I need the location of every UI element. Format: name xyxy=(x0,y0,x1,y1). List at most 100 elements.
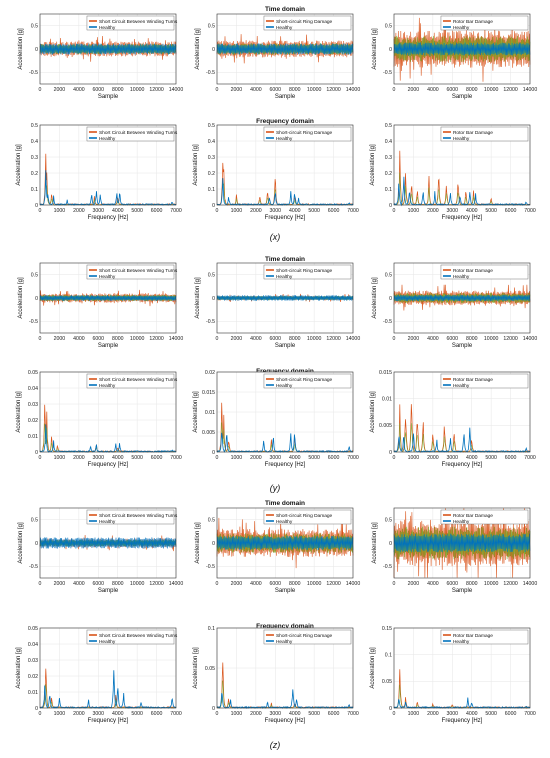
time-panel-1-1-xtick-label: 14000 xyxy=(346,336,361,342)
freq-panel-2-2-frame xyxy=(393,627,531,709)
time-panel-0-0-healthy-series xyxy=(39,43,177,55)
group-1-freq-title: Frequency domain xyxy=(256,368,314,375)
freq-panel-0-0-xlabel: Frequency [Hz] xyxy=(88,215,129,221)
freq-panel-0-1-xtick-label: 5000 xyxy=(308,208,320,214)
time-panel-0-2-xtick-label: 0 xyxy=(393,87,396,93)
freq-panel-1-0-xtick-label: 3000 xyxy=(93,455,105,461)
freq-panel-1-0-xlabel: Frequency [Hz] xyxy=(88,462,129,468)
freq-panel-0-0-legend-entry: Short Circuit Between Winding Turns xyxy=(99,130,178,136)
freq-panel-2-1-ytick-label: 0.05 xyxy=(205,666,215,672)
time-panel-0-0-xtick-label: 6000 xyxy=(93,87,105,93)
time-panel-1-0-xtick-label: 14000 xyxy=(169,336,184,342)
time-panel-0-0-ylabel: Acceleration [g] xyxy=(18,28,24,70)
freq-panel-1-0-xtick-label: 4000 xyxy=(112,455,124,461)
time-panel-0-0-xtick-label: 2000 xyxy=(54,87,66,93)
time-panel-0-0-xtick-label: 8000 xyxy=(112,87,124,93)
time-panel-1-0-legend-entry: Short Circuit Between Winding Turns xyxy=(99,268,178,274)
freq-panel-0-1-ytick-label: 0.4 xyxy=(208,139,215,145)
freq-panel-2-1-xtick-label: 4000 xyxy=(289,711,301,717)
freq-panel-2-2-xtick-label: 7000 xyxy=(524,711,536,717)
time-panel-0-1-ytick-label: -0.5 xyxy=(206,70,215,76)
freq-panel-0-2-ytick-label: 0.5 xyxy=(385,123,392,129)
freq-panel-0-2-xtick-label: 2000 xyxy=(427,208,439,214)
freq-panel-0-2-xtick-label: 7000 xyxy=(524,208,536,214)
freq-panel-0-0-xtick-label: 6000 xyxy=(151,208,163,214)
freq-panel-2-2-xtick-label: 3000 xyxy=(447,711,459,717)
freq-panel-2-1-legend-entry: Short-circuit Ring Damage xyxy=(276,633,333,639)
freq-panel-0-2-legend-entry: Healthy xyxy=(453,136,470,142)
time-panel-1-1-xtick-label: 12000 xyxy=(326,336,341,342)
time-panel-0-1-xtick-label: 4000 xyxy=(250,87,262,93)
freq-panel-1-2-legend-entry: Healthy xyxy=(453,383,470,389)
time-panel-2-0-xtick-label: 8000 xyxy=(112,581,124,587)
freq-panel-2-0-xtick-label: 2000 xyxy=(73,711,85,717)
time-panel-0-0-xtick-label: 14000 xyxy=(169,87,184,93)
freq-panel-1-2-legend xyxy=(440,373,529,389)
freq-panel-1-0-ylabel: Acceleration [g] xyxy=(16,391,22,433)
freq-panel-1-2-xtick-label: 7000 xyxy=(524,455,536,461)
freq-panel-2-0-xtick-label: 5000 xyxy=(131,711,143,717)
freq-panel-1-1-xtick-label: 0 xyxy=(216,455,219,461)
time-panel-1-1-xtick-label: 4000 xyxy=(250,336,262,342)
time-panel-2-2-ytick-label: 0 xyxy=(389,541,392,547)
group-2-caption: (z) xyxy=(270,740,281,750)
time-panel-0-2-ytick-label: -0.5 xyxy=(383,70,392,76)
freq-panel-2-2-legend xyxy=(440,629,529,645)
time-panel-2-1-xtick-label: 8000 xyxy=(289,581,301,587)
time-panel-2-1-xtick-label: 14000 xyxy=(346,581,361,587)
time-panel-2-1-xtick-label: 10000 xyxy=(307,581,322,587)
time-panel-2-1-xtick-label: 0 xyxy=(216,581,219,587)
freq-panel-2-2-ytick-label: 0 xyxy=(389,706,392,712)
freq-panel-2-0-xlabel: Frequency [Hz] xyxy=(88,718,129,724)
time-panel-2-0: 0 2000 4000 6000 8000 10000 12000 14000 -0.5 0 0.5… xyxy=(18,507,184,594)
time-panel-0-2-legend-entry: Healthy xyxy=(453,25,470,31)
group-0-time-title: Time domain xyxy=(265,6,305,13)
freq-panel-2-0-ytick-label: 0.03 xyxy=(28,658,38,664)
freq-panel-2-2-xtick-label: 6000 xyxy=(505,711,517,717)
freq-panel-0-0-xtick-label: 5000 xyxy=(131,208,143,214)
freq-panel-1-0-xtick-label: 5000 xyxy=(131,455,143,461)
time-panel-0-0-legend-entry: Healthy xyxy=(99,25,116,31)
freq-panel-0-2-ytick-label: 0.2 xyxy=(385,171,392,177)
time-panel-2-2-xtick-label: 12000 xyxy=(503,581,518,587)
freq-panel-1-2-xtick-label: 5000 xyxy=(485,455,497,461)
time-panel-2-0-ytick-label: 0 xyxy=(35,541,38,547)
time-panel-0-0-xtick-label: 12000 xyxy=(149,87,164,93)
time-panel-2-2-legend xyxy=(440,509,529,525)
time-panel-2-0-xtick-label: 14000 xyxy=(169,581,184,587)
freq-panel-1-0-xtick-label: 2000 xyxy=(73,455,85,461)
freq-panel-0-2-xtick-label: 1000 xyxy=(408,208,420,214)
freq-panel-2-2-legend-entry: Healthy xyxy=(453,639,470,645)
time-panel-2-1-frame xyxy=(216,507,354,579)
time-panel-0-1-legend xyxy=(263,15,352,31)
time-panel-2-0-xtick-label: 0 xyxy=(39,581,42,587)
time-panel-0-1-xtick-label: 2000 xyxy=(231,87,243,93)
time-panel-0-0: 0 2000 4000 6000 8000 10000 12000 14000 -0.5 0 0.5… xyxy=(18,13,184,100)
time-panel-0-2-xlabel: Sample xyxy=(452,94,473,100)
freq-panel-0-2-ytick-label: 0.3 xyxy=(385,155,392,161)
time-panel-1-1-healthy-series xyxy=(216,295,354,301)
freq-panel-2-1-xtick-label: 0 xyxy=(216,711,219,717)
time-panel-2-0-ytick-label: -0.5 xyxy=(29,564,38,570)
group-1-time-title: Time domain xyxy=(265,256,305,263)
time-panel-1-1-frame xyxy=(216,262,354,334)
time-panel-0-0-xtick-label: 4000 xyxy=(73,87,85,93)
freq-panel-0-1-frame xyxy=(216,124,354,206)
freq-panel-1-2: 0 1000 2000 3000 4000 5000 6000 7000 0 0.005 0.01 0… xyxy=(370,370,536,468)
time-panel-1-1-xtick-label: 8000 xyxy=(289,336,301,342)
time-panel-2-2: 0 2000 4000 6000 8000 10000 12000 14000 -0.5 0 0.5… xyxy=(372,507,537,594)
freq-panel-2-1-xtick-label: 2000 xyxy=(250,711,262,717)
time-panel-0-0-ytick-label: -0.5 xyxy=(29,70,38,76)
freq-panel-1-1-xtick-label: 7000 xyxy=(347,455,359,461)
freq-panel-2-0-xtick-label: 1000 xyxy=(54,711,66,717)
freq-panel-0-0-frame xyxy=(39,124,177,206)
freq-panel-2-2-xlabel: Frequency [Hz] xyxy=(442,718,483,724)
time-panel-0-2-xtick-label: 8000 xyxy=(466,87,478,93)
freq-panel-2-2-legend-entry: Rotor Bar Damage xyxy=(453,633,493,639)
time-panel-1-1-ytick-label: 0 xyxy=(212,296,215,302)
freq-panel-2-2: 0 1000 2000 3000 4000 5000 6000 7000 0 0.05 0.1 0.1… xyxy=(370,626,536,724)
freq-panel-1-1-xtick-label: 6000 xyxy=(328,455,340,461)
freq-panel-1-1-xtick-label: 5000 xyxy=(308,455,320,461)
time-panel-1-2-xtick-label: 10000 xyxy=(484,336,499,342)
